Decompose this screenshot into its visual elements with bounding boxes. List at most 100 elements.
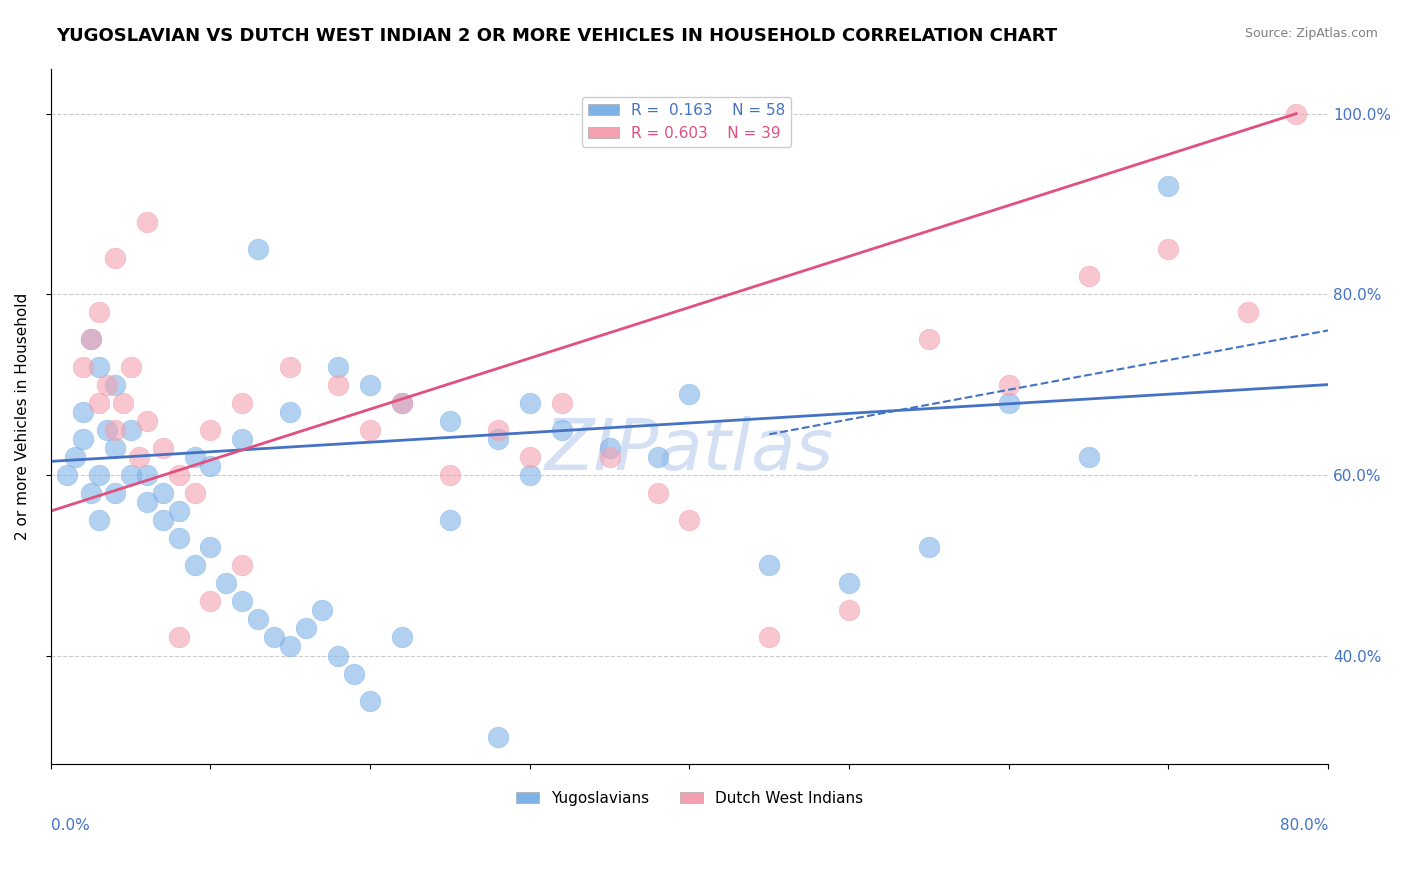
Point <box>599 450 621 464</box>
Point <box>87 395 110 409</box>
Point <box>519 467 541 482</box>
Point <box>72 359 94 374</box>
Point <box>359 377 381 392</box>
Point <box>135 414 157 428</box>
Text: Source: ZipAtlas.com: Source: ZipAtlas.com <box>1244 27 1378 40</box>
Point <box>183 486 205 500</box>
Point <box>439 513 461 527</box>
Point <box>167 467 190 482</box>
Point <box>167 531 190 545</box>
Point <box>87 467 110 482</box>
Point <box>551 395 574 409</box>
Point <box>152 513 174 527</box>
Point <box>328 359 350 374</box>
Y-axis label: 2 or more Vehicles in Household: 2 or more Vehicles in Household <box>15 293 30 540</box>
Point <box>247 242 270 256</box>
Point <box>486 423 509 437</box>
Point <box>72 432 94 446</box>
Point <box>111 395 134 409</box>
Point <box>183 558 205 573</box>
Point <box>519 395 541 409</box>
Point <box>551 423 574 437</box>
Point <box>231 432 253 446</box>
Point <box>152 486 174 500</box>
Point <box>72 405 94 419</box>
Point <box>678 513 700 527</box>
Point <box>439 414 461 428</box>
Point <box>231 395 253 409</box>
Point <box>838 603 860 617</box>
Point <box>391 395 413 409</box>
Point <box>104 441 127 455</box>
Point <box>519 450 541 464</box>
Text: 80.0%: 80.0% <box>1279 818 1329 833</box>
Point <box>998 377 1021 392</box>
Point <box>647 486 669 500</box>
Point <box>359 423 381 437</box>
Point <box>758 631 780 645</box>
Point <box>104 423 127 437</box>
Point <box>80 333 103 347</box>
Point <box>678 386 700 401</box>
Point <box>838 576 860 591</box>
Point <box>998 395 1021 409</box>
Point <box>104 251 127 265</box>
Point <box>183 450 205 464</box>
Point <box>278 359 301 374</box>
Point <box>135 495 157 509</box>
Point <box>328 648 350 663</box>
Point <box>80 333 103 347</box>
Point <box>918 540 941 554</box>
Point <box>599 441 621 455</box>
Point <box>918 333 941 347</box>
Point <box>96 423 118 437</box>
Text: YUGOSLAVIAN VS DUTCH WEST INDIAN 2 OR MORE VEHICLES IN HOUSEHOLD CORRELATION CHA: YUGOSLAVIAN VS DUTCH WEST INDIAN 2 OR MO… <box>56 27 1057 45</box>
Point <box>391 631 413 645</box>
Point <box>167 631 190 645</box>
Point <box>311 603 333 617</box>
Point <box>120 423 142 437</box>
Point <box>278 405 301 419</box>
Point <box>231 594 253 608</box>
Point <box>87 513 110 527</box>
Point <box>200 423 222 437</box>
Point <box>1157 178 1180 193</box>
Point <box>1237 305 1260 319</box>
Point <box>647 450 669 464</box>
Point <box>1285 106 1308 120</box>
Point <box>135 467 157 482</box>
Point <box>439 467 461 482</box>
Point <box>128 450 150 464</box>
Point <box>278 640 301 654</box>
Point <box>231 558 253 573</box>
Text: ZIPatlas: ZIPatlas <box>546 417 834 485</box>
Point <box>1077 269 1099 284</box>
Point <box>104 486 127 500</box>
Point <box>391 395 413 409</box>
Point <box>486 730 509 744</box>
Point <box>56 467 79 482</box>
Point <box>87 305 110 319</box>
Point <box>1077 450 1099 464</box>
Point <box>96 377 118 392</box>
Point <box>63 450 86 464</box>
Point <box>215 576 238 591</box>
Point <box>200 458 222 473</box>
Point <box>486 432 509 446</box>
Point <box>152 441 174 455</box>
Point <box>295 622 318 636</box>
Point <box>328 377 350 392</box>
Point <box>758 558 780 573</box>
Point <box>263 631 285 645</box>
Point <box>359 693 381 707</box>
Point <box>120 467 142 482</box>
Point <box>87 359 110 374</box>
Point <box>247 612 270 626</box>
Point <box>1157 242 1180 256</box>
Point <box>200 594 222 608</box>
Text: 0.0%: 0.0% <box>51 818 90 833</box>
Point <box>135 215 157 229</box>
Point <box>167 504 190 518</box>
Point <box>104 377 127 392</box>
Point <box>200 540 222 554</box>
